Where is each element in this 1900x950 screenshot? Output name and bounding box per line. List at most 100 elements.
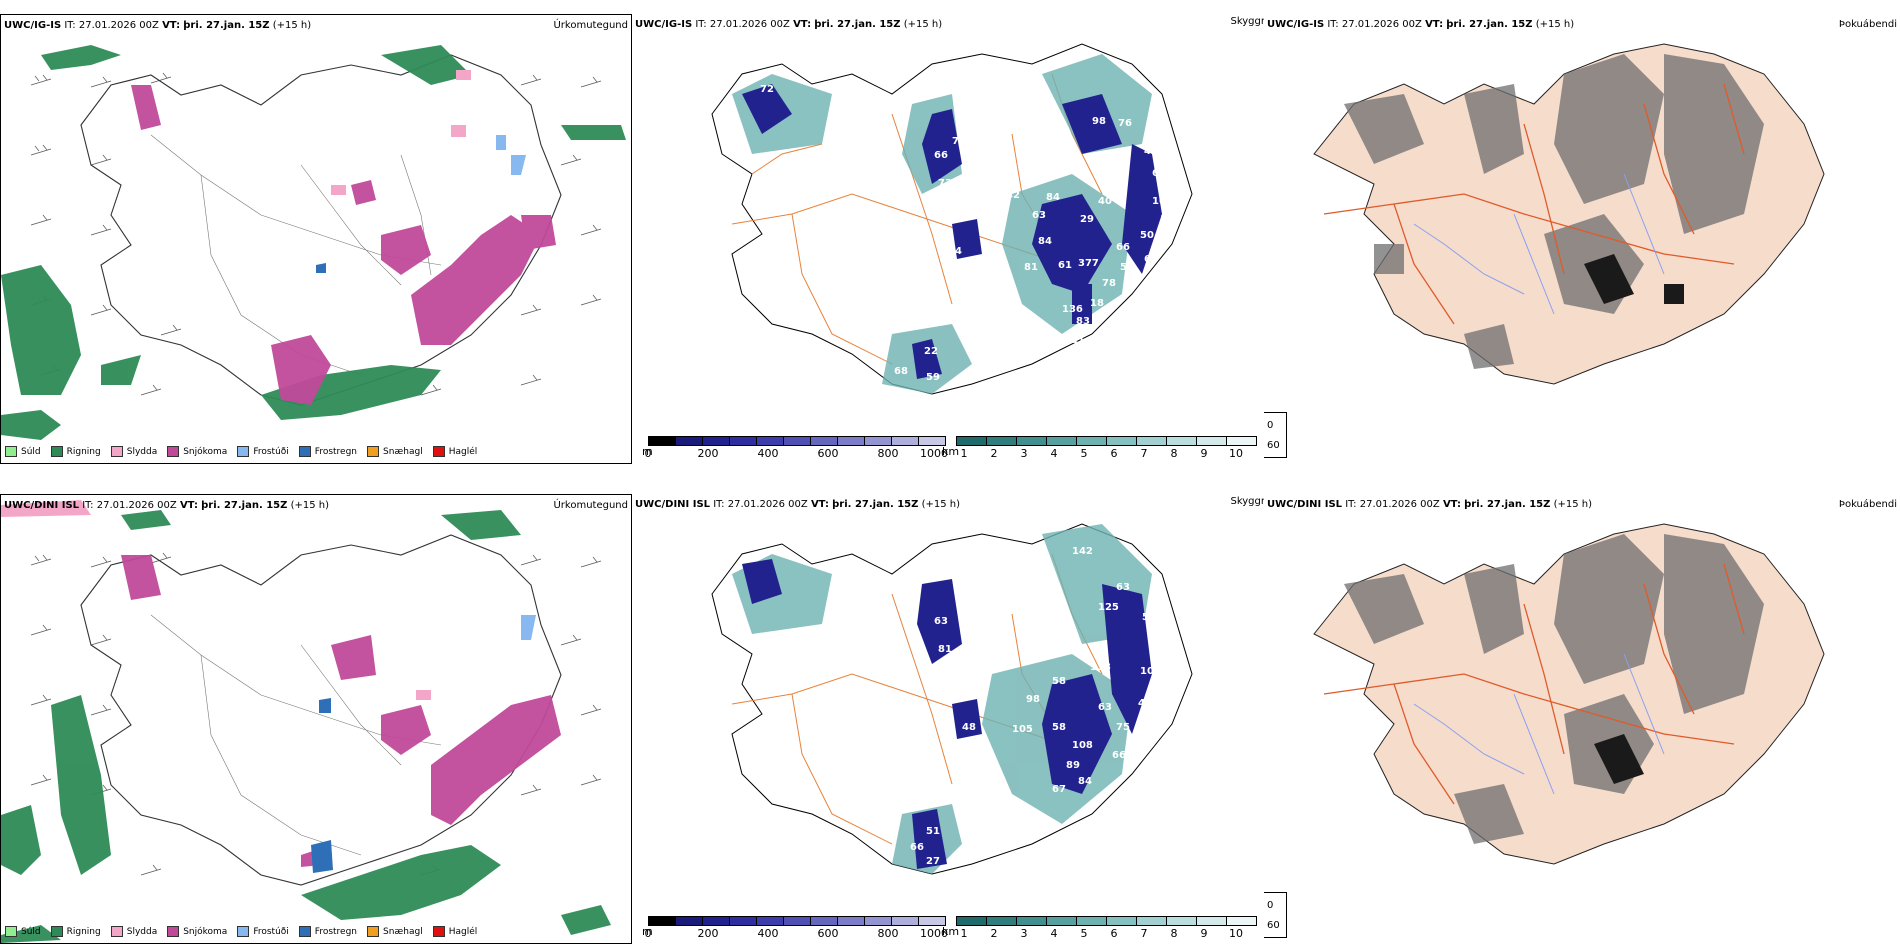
- number-label: 136: [1062, 304, 1083, 315]
- legend-row: 60: [1264, 917, 1280, 933]
- legend-swatch: [237, 446, 250, 457]
- model-name: UWC/IG-IS: [4, 20, 62, 31]
- number-label: 73: [938, 178, 952, 189]
- it-value: 27.01.2026 00Z: [78, 20, 159, 31]
- vt-value: þri. 27.jan. 15Z: [183, 20, 270, 31]
- number-label: 27: [1004, 166, 1018, 177]
- number-label: 58: [1052, 722, 1066, 733]
- number-label: 72: [948, 192, 962, 203]
- colorbar-unit: km: [942, 445, 960, 458]
- legend-item: Haglél: [432, 446, 477, 457]
- legend-item: Slydda: [110, 926, 157, 937]
- iceland-outline: [80, 534, 562, 886]
- number-label: 83: [1076, 316, 1090, 327]
- colorbar-ticks: 1 2 3 4 5 6 7 8 9 10: [960, 927, 1244, 940]
- fog-title-bottom: Þokuábendi: [1838, 499, 1897, 510]
- number-label: 54: [948, 246, 962, 257]
- legend-row: 0: [1264, 417, 1280, 433]
- roads: [150, 134, 442, 376]
- fog-dark-areas: [1594, 734, 1644, 784]
- freezing-rain-area: [316, 263, 326, 273]
- legend-item: Rigning: [50, 446, 101, 457]
- number-label: 66: [1112, 750, 1126, 761]
- cloud-base-colorbar-top: m 0 200 400 600 800 1000: [642, 436, 949, 460]
- cloud-title-bottom: Skyggni: [1230, 496, 1264, 507]
- number-label: 59: [1120, 262, 1134, 273]
- number-label: 98: [1026, 694, 1040, 705]
- number-label: 81: [1024, 262, 1038, 273]
- legend-row: 60: [1264, 437, 1280, 453]
- number-label: 138: [1090, 662, 1111, 673]
- fog-header-top: UWC/IG-IS IT: 27.01.2026 00Z VT: þri. 27…: [1267, 19, 1575, 30]
- legend-item: Snæhagl: [367, 446, 423, 457]
- number-label: 66: [910, 842, 924, 853]
- colorbar-boxes: [956, 436, 1257, 446]
- number-label: 66: [1144, 254, 1158, 265]
- legend-swatch: [298, 446, 311, 457]
- rain-areas: [1, 510, 611, 943]
- colorbar-boxes: [648, 916, 948, 926]
- rivers: [1413, 653, 1665, 795]
- number-label: 84: [1078, 776, 1092, 787]
- legend-swatch: [50, 926, 63, 937]
- number-label: 27: [926, 856, 940, 867]
- cloud-map-bottom: 142 63 125 51 63 81 73 63 62 68 70 104 5…: [711, 523, 1193, 875]
- precip-legend-top: Súld Rigning Slydda Snjókoma Frostúði Fr…: [5, 446, 477, 457]
- number-label: 61: [1058, 260, 1072, 271]
- cloud-title-top: Skyggni: [1230, 16, 1264, 27]
- legend-item: Rigning: [50, 926, 101, 937]
- legend-item: Snjókoma: [167, 926, 227, 937]
- legend-swatch: [298, 926, 311, 937]
- number-label: 42: [1006, 190, 1020, 201]
- colorbar-ticks: 0 200 400 600 800 1000: [644, 447, 949, 460]
- cloud-number-labels: 72 68 77 66 73 72 77 27 42 84 63 40 29 9…: [760, 84, 1181, 383]
- roads: [1323, 563, 1745, 805]
- number-label: 104: [1152, 196, 1173, 207]
- number-label: 104: [1140, 666, 1161, 677]
- precip-map-top: [1, 45, 626, 440]
- fog-map-top: [1313, 43, 1825, 385]
- number-label: 18: [1090, 298, 1104, 309]
- iceland-outline: [711, 43, 1193, 395]
- number-label: 78: [1102, 278, 1116, 289]
- sleet-areas: [1, 500, 431, 700]
- number-label: 73: [944, 656, 958, 667]
- number-label: 66: [1116, 242, 1130, 253]
- fog-shading: [1344, 534, 1764, 844]
- number-label: 68: [1168, 658, 1182, 669]
- number-label: 89: [1066, 760, 1080, 771]
- number-label: 36: [972, 356, 986, 367]
- freezing-areas: [496, 135, 526, 175]
- fog-panel-bottom: UWC/DINI ISL IT: 27.01.2026 00Z VT: þri.…: [1264, 494, 1900, 944]
- legend-swatch: [237, 926, 250, 937]
- legend-swatch: [110, 446, 123, 457]
- number-label: 70: [1152, 680, 1166, 691]
- fog-dark-areas: [1584, 254, 1684, 304]
- roads: [1323, 83, 1745, 325]
- legend-swatch: [367, 926, 380, 937]
- cloud-panel-bottom: 142 63 125 51 63 81 73 63 62 68 70 104 5…: [632, 494, 1264, 944]
- colorbar-ticks: 1 2 3 4 5 6 7 8 9 10: [960, 447, 1244, 460]
- precip-header-top: UWC/IG-IS IT: 27.01.2026 00Z VT: þri. 27…: [4, 20, 311, 31]
- snow-areas: [121, 555, 561, 867]
- cloud-base-colorbar-bottom: m 0 200 400 600 800 1000: [642, 916, 948, 940]
- colorbar-unit: m: [642, 925, 653, 938]
- number-label: 67: [1052, 784, 1066, 795]
- number-label: 72: [760, 84, 774, 95]
- number-label: 63: [1116, 582, 1130, 593]
- number-label: 62: [1164, 636, 1178, 647]
- number-label: 48: [962, 722, 976, 733]
- legend-item: Frostúði: [237, 446, 289, 457]
- legend-item: Súld: [5, 926, 41, 937]
- legend-swatch: [432, 926, 445, 937]
- number-label: 77: [972, 166, 986, 177]
- cloud-number-labels: 142 63 125 51 63 81 73 63 62 68 70 104 5…: [910, 546, 1182, 867]
- colorbar-unit: km: [942, 925, 960, 938]
- precip-panel-top: UWC/IG-IS IT: 27.01.2026 00Z VT: þri. 27…: [0, 14, 632, 464]
- rivers: [1413, 173, 1665, 315]
- legend-item: Snjókoma: [167, 446, 227, 457]
- number-label: 63: [1098, 702, 1112, 713]
- legend-swatch: [367, 446, 380, 457]
- legend-item: Súld: [5, 446, 41, 457]
- fog-panel-top: UWC/IG-IS IT: 27.01.2026 00Z VT: þri. 27…: [1264, 14, 1900, 464]
